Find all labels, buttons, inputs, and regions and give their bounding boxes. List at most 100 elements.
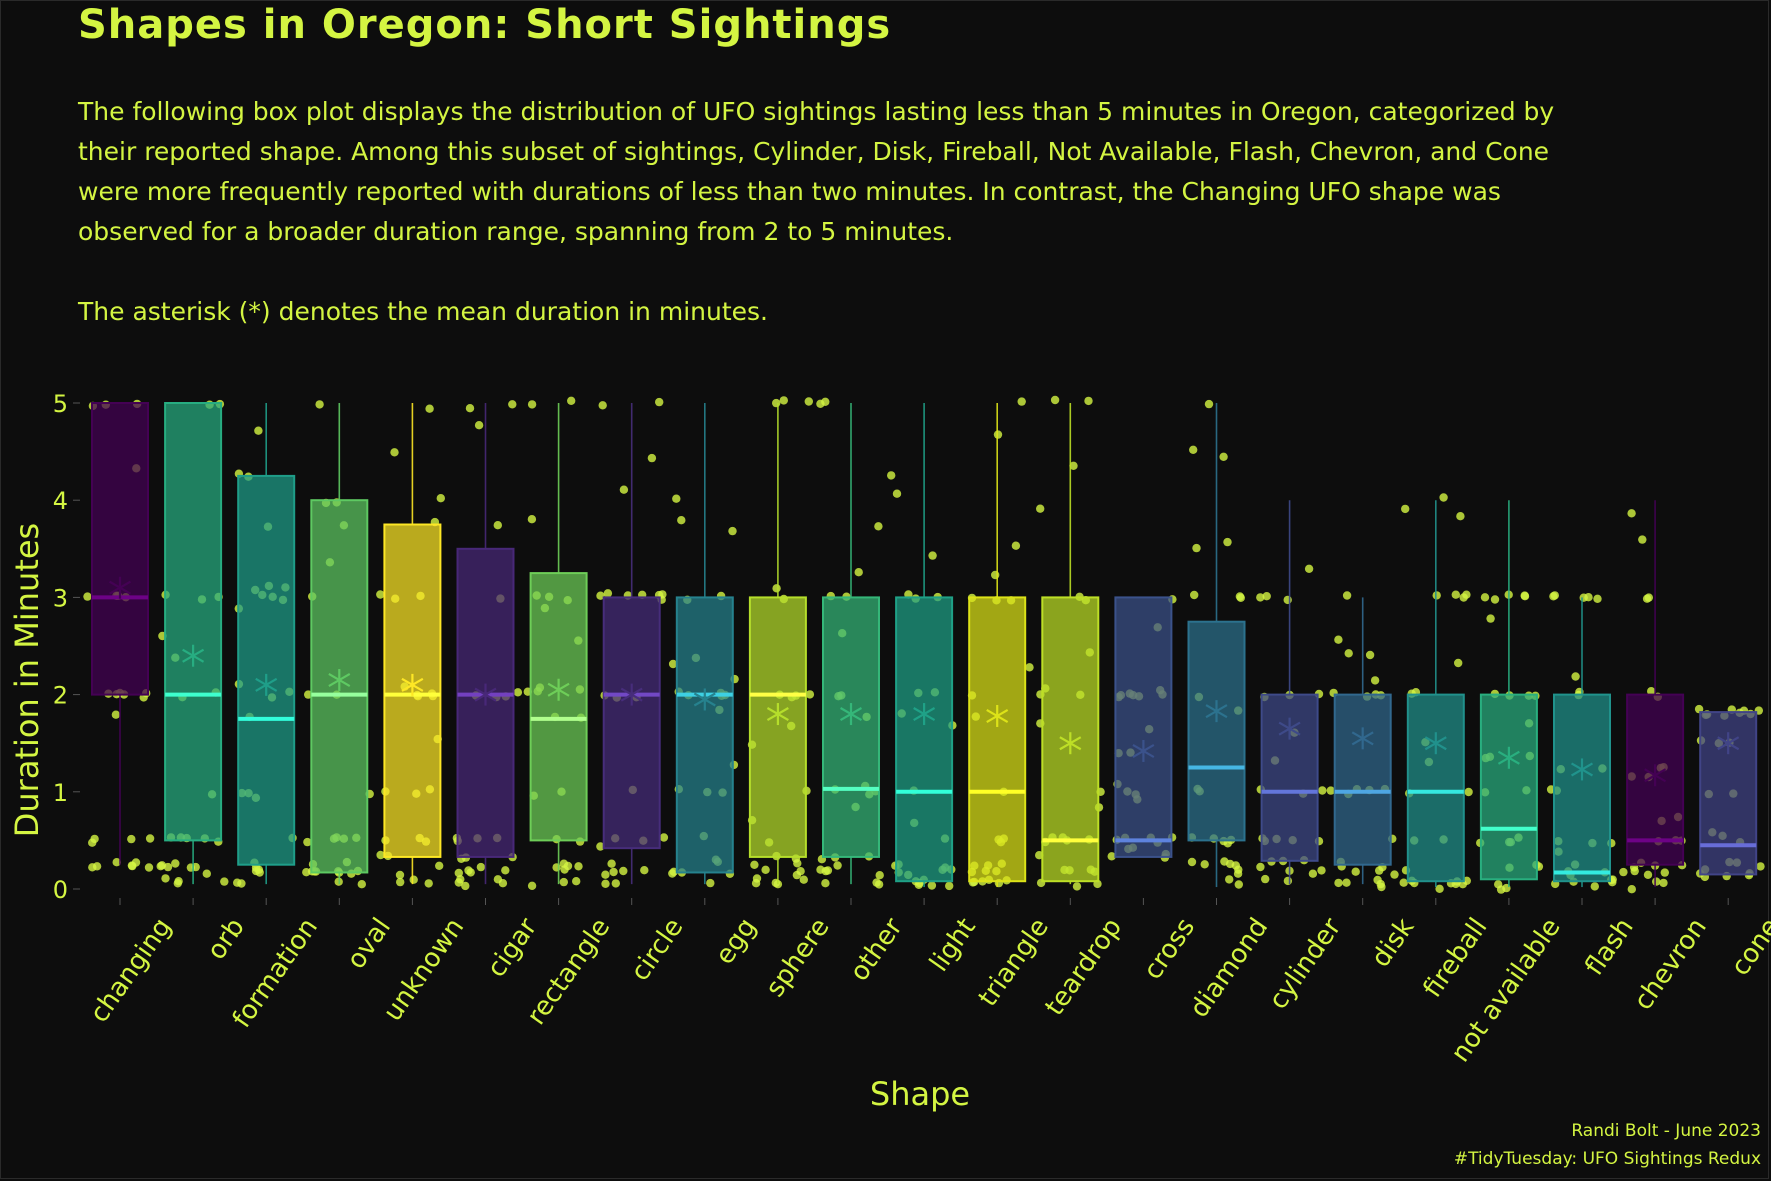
jitter-point	[1399, 878, 1408, 887]
jitter-point	[574, 862, 583, 871]
box-changing	[91, 402, 149, 696]
jitter-point	[1375, 866, 1384, 875]
jitter-point	[88, 863, 97, 872]
jitter-point	[461, 881, 470, 891]
mean-asterisk	[913, 703, 936, 726]
mean-asterisk	[108, 576, 132, 599]
jitter-point	[779, 396, 788, 405]
jitter-point	[1204, 399, 1214, 409]
jitter-point	[474, 421, 484, 430]
jitter-point	[1318, 786, 1327, 795]
jitter-point	[609, 867, 618, 877]
mean-asterisk-stroke	[401, 677, 424, 692]
jitter-point	[640, 866, 649, 875]
jitter-point	[1520, 592, 1530, 601]
mean-asterisk	[620, 683, 643, 706]
chart-subtitle: The following box plot displays the dist…	[78, 97, 1555, 326]
jitter-point	[1376, 879, 1385, 889]
jitter-point	[823, 866, 833, 875]
chart-title: Shapes in Oregon: Short Sightings	[78, 2, 892, 48]
mean-asterisk-stroke	[328, 673, 351, 688]
jitter-point	[112, 858, 121, 867]
mean-asterisk	[1132, 739, 1155, 762]
jitter-point	[598, 401, 607, 410]
jitter-point	[1486, 614, 1495, 623]
x-tick-label: egg	[710, 913, 763, 970]
jitter-point	[567, 396, 576, 405]
jitter-point	[1550, 591, 1560, 600]
jitter-point	[1261, 874, 1270, 884]
y-tick-label: 0	[53, 876, 68, 904]
jitter-point	[945, 881, 954, 891]
box-rectangle	[529, 572, 588, 842]
jitter-point	[498, 879, 508, 888]
box-diamond	[1187, 620, 1246, 842]
x-axis-title: Shape	[870, 1075, 970, 1113]
mean-asterisk-stroke	[1351, 731, 1374, 746]
jitter-point	[1326, 786, 1336, 795]
jitter-point	[1365, 650, 1375, 660]
jitter-point	[1236, 593, 1246, 602]
jitter-point	[1283, 595, 1292, 605]
boxes	[91, 402, 1758, 888]
jitter-point	[1017, 397, 1026, 406]
mean-asterisk-stroke	[547, 682, 570, 697]
box-chevron	[1626, 693, 1685, 866]
jitter-point	[1456, 512, 1465, 521]
mean-asterisk	[547, 678, 570, 701]
jitter-point	[1189, 445, 1198, 454]
jitter-point	[163, 862, 173, 872]
mean-asterisk	[1644, 764, 1667, 787]
jitter-point	[1342, 591, 1352, 600]
jitter-point	[655, 397, 664, 407]
jitter-point	[668, 659, 678, 669]
jitter-point	[1187, 857, 1197, 867]
jitter-point	[1390, 870, 1399, 879]
mean-asterisk-stroke	[1059, 736, 1082, 751]
jitter-point	[854, 568, 863, 577]
jitter-point	[161, 874, 170, 883]
box-sphere	[748, 596, 807, 858]
jitter-point	[254, 426, 263, 435]
mean-asterisk	[401, 673, 424, 696]
box-egg	[675, 596, 734, 874]
jitter-point	[376, 590, 385, 599]
jitter-point	[1234, 880, 1244, 889]
jitter-point	[1593, 594, 1602, 603]
jitter-point	[1432, 591, 1441, 600]
mean-asterisk-stroke	[1717, 736, 1740, 751]
jitter-point	[527, 515, 537, 524]
jitter-point	[772, 584, 781, 593]
mean-asterisk	[1351, 727, 1374, 750]
jitter-point	[1494, 880, 1503, 889]
mean-asterisk	[693, 688, 716, 711]
jitter-point	[1344, 649, 1353, 658]
jitter-point	[821, 397, 830, 406]
jitter-point	[88, 838, 97, 847]
jitter-point	[1370, 676, 1380, 685]
jitter-point	[435, 861, 444, 870]
y-tick-label: 5	[53, 390, 68, 418]
jitter-point	[1342, 878, 1351, 887]
jitter-point	[706, 878, 715, 888]
jitter-point	[513, 688, 523, 697]
jitter-point	[315, 400, 324, 409]
jitter-point	[409, 875, 418, 884]
jitter-point	[1317, 866, 1326, 875]
jitter-point	[1304, 564, 1314, 573]
mean-asterisk-stroke	[182, 648, 205, 663]
x-tick-label: cross	[1138, 913, 1201, 985]
jitter-point	[611, 879, 620, 888]
jitter-point	[395, 870, 405, 880]
y-tick-label: 3	[53, 584, 68, 612]
mean-asterisk-stroke	[913, 707, 936, 722]
jitter-point	[237, 879, 246, 888]
jitter-point	[1627, 509, 1636, 518]
x-tick-label: cigar	[482, 913, 544, 983]
jitter-point	[793, 859, 802, 868]
mean-asterisk-stroke	[1570, 762, 1594, 777]
box-cross	[1114, 596, 1173, 858]
jitter-point	[1579, 593, 1588, 602]
x-tick-label: flash	[1579, 913, 1639, 981]
mean-asterisk	[474, 683, 497, 706]
